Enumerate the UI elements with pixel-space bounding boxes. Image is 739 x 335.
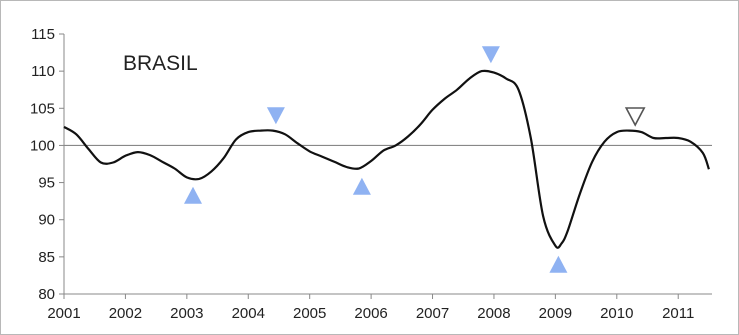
x-tick-label: 2005 — [293, 305, 326, 322]
chart-title: BRASIL — [123, 52, 198, 75]
peak-marker-down-outline — [624, 107, 646, 127]
peak-marker-down — [266, 107, 285, 125]
x-tick-label: 2011 — [662, 305, 694, 322]
y-tick-label: 100 — [30, 137, 55, 154]
y-tick-label: 115 — [31, 26, 55, 43]
series-group — [63, 69, 710, 249]
x-tick-label: 2010 — [600, 305, 633, 322]
x-tick-label: 2002 — [109, 305, 142, 322]
y-tick-label: 110 — [31, 63, 55, 80]
y-tick-label: 80 — [38, 286, 55, 303]
x-tick-label: 2009 — [539, 305, 572, 322]
x-tick-label: 2001 — [47, 305, 80, 322]
trough-marker-up — [352, 177, 371, 195]
y-tick-label: 85 — [38, 249, 55, 266]
x-tick-label: 2004 — [232, 305, 265, 322]
trough-marker-up — [549, 255, 568, 273]
peak-marker-down — [481, 46, 500, 64]
x-axis: 2001 2002 2003 2004 2005 2006 2007 2008 2009 2010… — [47, 293, 712, 322]
y-tick-label: 105 — [30, 100, 55, 117]
y-tick-label: 90 — [38, 212, 55, 229]
trough-marker-up — [184, 186, 202, 204]
series-line — [63, 69, 710, 249]
x-tick-label: 2007 — [416, 305, 449, 322]
x-tick-label: 2006 — [354, 305, 387, 322]
marker-group — [184, 46, 646, 273]
x-tick-label: 2008 — [477, 305, 510, 322]
y-axis: 80 85 90 95 100 105 110 115 — [30, 26, 65, 303]
x-tick-label: 2003 — [170, 305, 203, 322]
y-tick-label: 95 — [38, 175, 55, 192]
